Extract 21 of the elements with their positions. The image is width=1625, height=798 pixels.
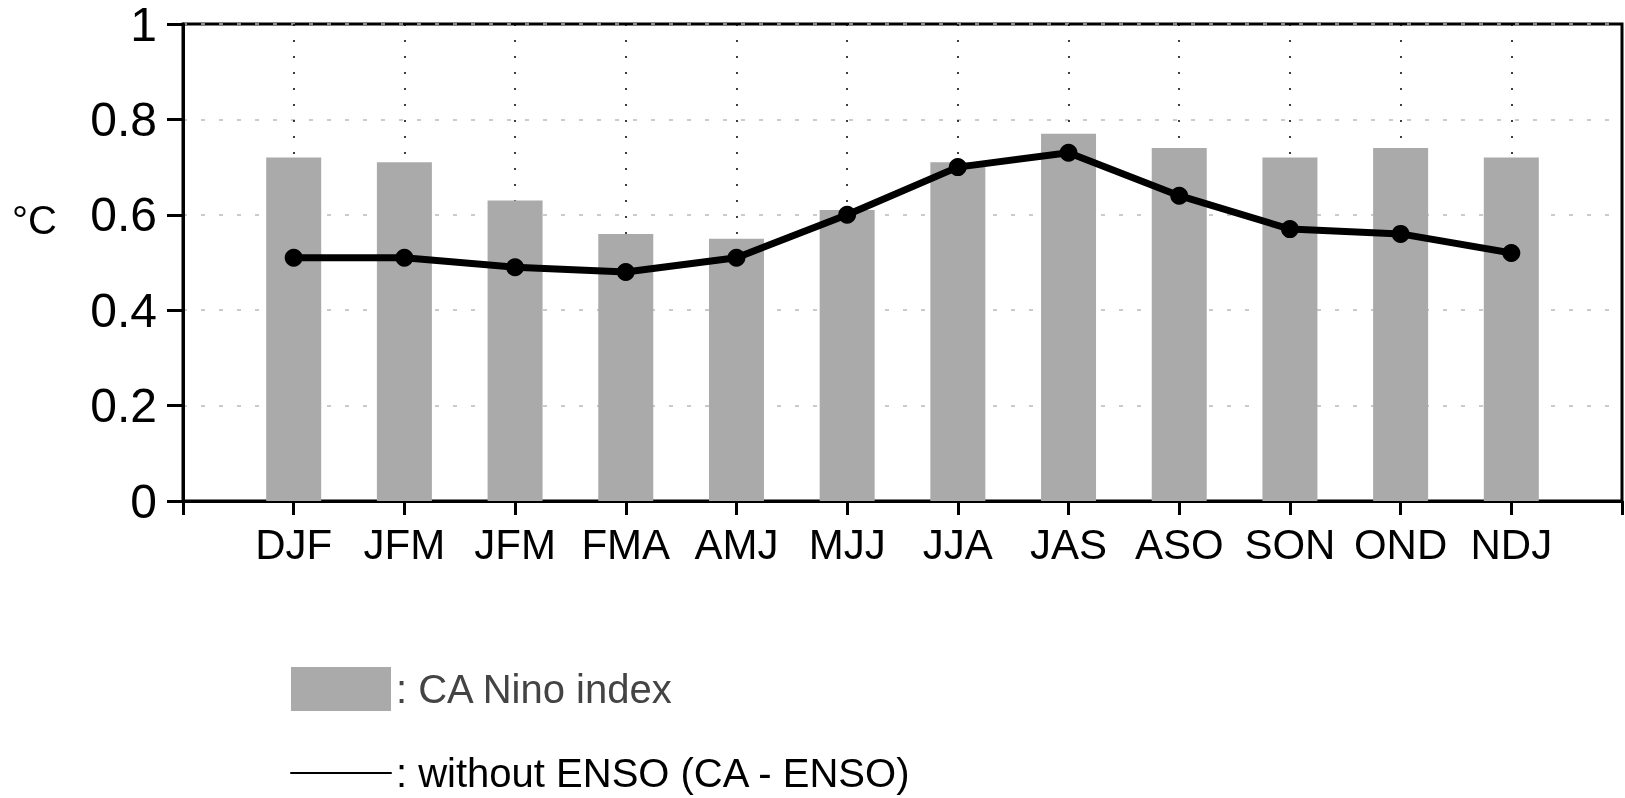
x-tick-label: DJF [255,520,333,568]
x-tick-label: JJA [922,520,993,568]
legend-label: : CA Nino index [396,667,672,711]
y-tick-label: 0.6 [90,188,157,242]
x-tick-label: SON [1244,520,1336,568]
y-tick-label: 0 [130,474,157,528]
x-tick-label: MJJ [808,520,886,568]
x-tick-label: NDJ [1470,520,1553,568]
x-tick-label: AMJ [694,520,779,568]
y-tick-label: 0.8 [90,92,157,146]
x-tick-label: JFM [363,520,446,568]
y-axis-title: °C [12,198,57,242]
legend-label: : without ENSO (CA - ENSO) [396,751,910,795]
x-tick-label: OND [1353,520,1448,568]
x-tick-label: JFM [474,520,556,568]
y-tick-label: 1 [130,0,157,51]
x-tick-label: JAS [1030,520,1108,568]
y-tick-label: 0.4 [90,283,157,337]
x-tick-label: ASO [1134,520,1224,568]
y-tick-label: 0.2 [90,379,157,433]
x-tick-label: FMA [581,520,671,568]
